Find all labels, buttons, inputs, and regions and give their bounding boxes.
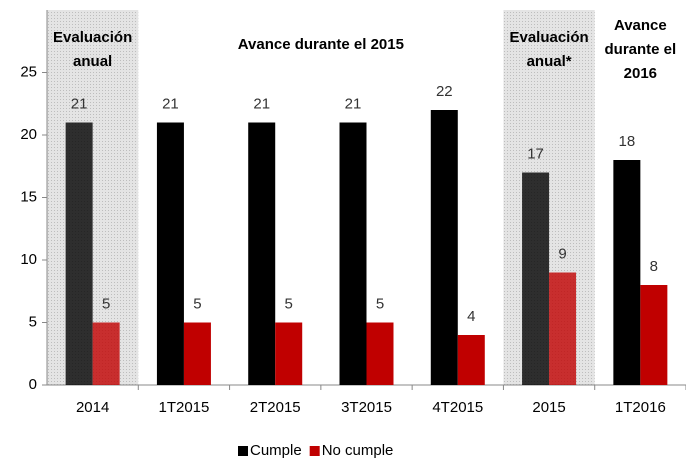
value-label: 9 (558, 245, 566, 262)
y-tick-label: 0 (29, 376, 37, 393)
value-label: 21 (162, 95, 179, 112)
bar (248, 122, 276, 385)
value-label: 5 (285, 295, 293, 312)
bar (65, 122, 93, 385)
x-tick-label: 2014 (76, 399, 109, 416)
legend-label: Cumple (250, 442, 302, 459)
x-tick-label: 2015 (532, 399, 565, 416)
x-tick-label: 1T2016 (615, 399, 666, 416)
annotation: anual (73, 53, 112, 70)
legend-swatch (309, 446, 320, 456)
bar (522, 172, 550, 385)
x-tick-label: 1T2015 (158, 399, 209, 416)
value-label: 5 (102, 295, 110, 312)
annotation: Evaluación (509, 29, 588, 46)
x-tick-label: 3T2015 (341, 399, 392, 416)
bar (613, 160, 641, 385)
bar (430, 110, 458, 385)
bar (183, 322, 211, 385)
bar (640, 285, 668, 385)
bar (156, 122, 184, 385)
legend-swatch (238, 446, 248, 456)
value-label: 17 (527, 145, 544, 162)
y-tick-label: 5 (29, 313, 37, 330)
value-label: 8 (650, 258, 658, 275)
bar (457, 335, 485, 385)
annotation: 2016 (624, 65, 657, 82)
annotation: Evaluación (53, 29, 132, 46)
bar (92, 322, 120, 385)
annotation: Avance (614, 17, 667, 34)
value-label: 21 (345, 95, 362, 112)
annotation: anual* (527, 53, 572, 70)
y-tick-label: 20 (20, 126, 37, 143)
legend-label: No cumple (322, 442, 394, 459)
y-tick-label: 25 (20, 63, 37, 80)
x-tick-label: 2T2015 (250, 399, 301, 416)
bar (549, 272, 577, 385)
bar (366, 322, 394, 385)
value-label: 18 (619, 133, 636, 150)
value-label: 22 (436, 83, 453, 100)
y-tick-label: 10 (20, 251, 37, 268)
value-label: 5 (193, 295, 201, 312)
annotation: Avance durante el 2015 (238, 36, 404, 53)
value-label: 4 (467, 308, 475, 325)
value-label: 21 (253, 95, 270, 112)
y-tick-label: 15 (20, 188, 37, 205)
x-tick-label: 4T2015 (432, 399, 483, 416)
value-label: 21 (71, 95, 88, 112)
annotation: durante el (605, 41, 677, 58)
value-label: 5 (376, 295, 384, 312)
bar (339, 122, 367, 385)
bar (275, 322, 303, 385)
